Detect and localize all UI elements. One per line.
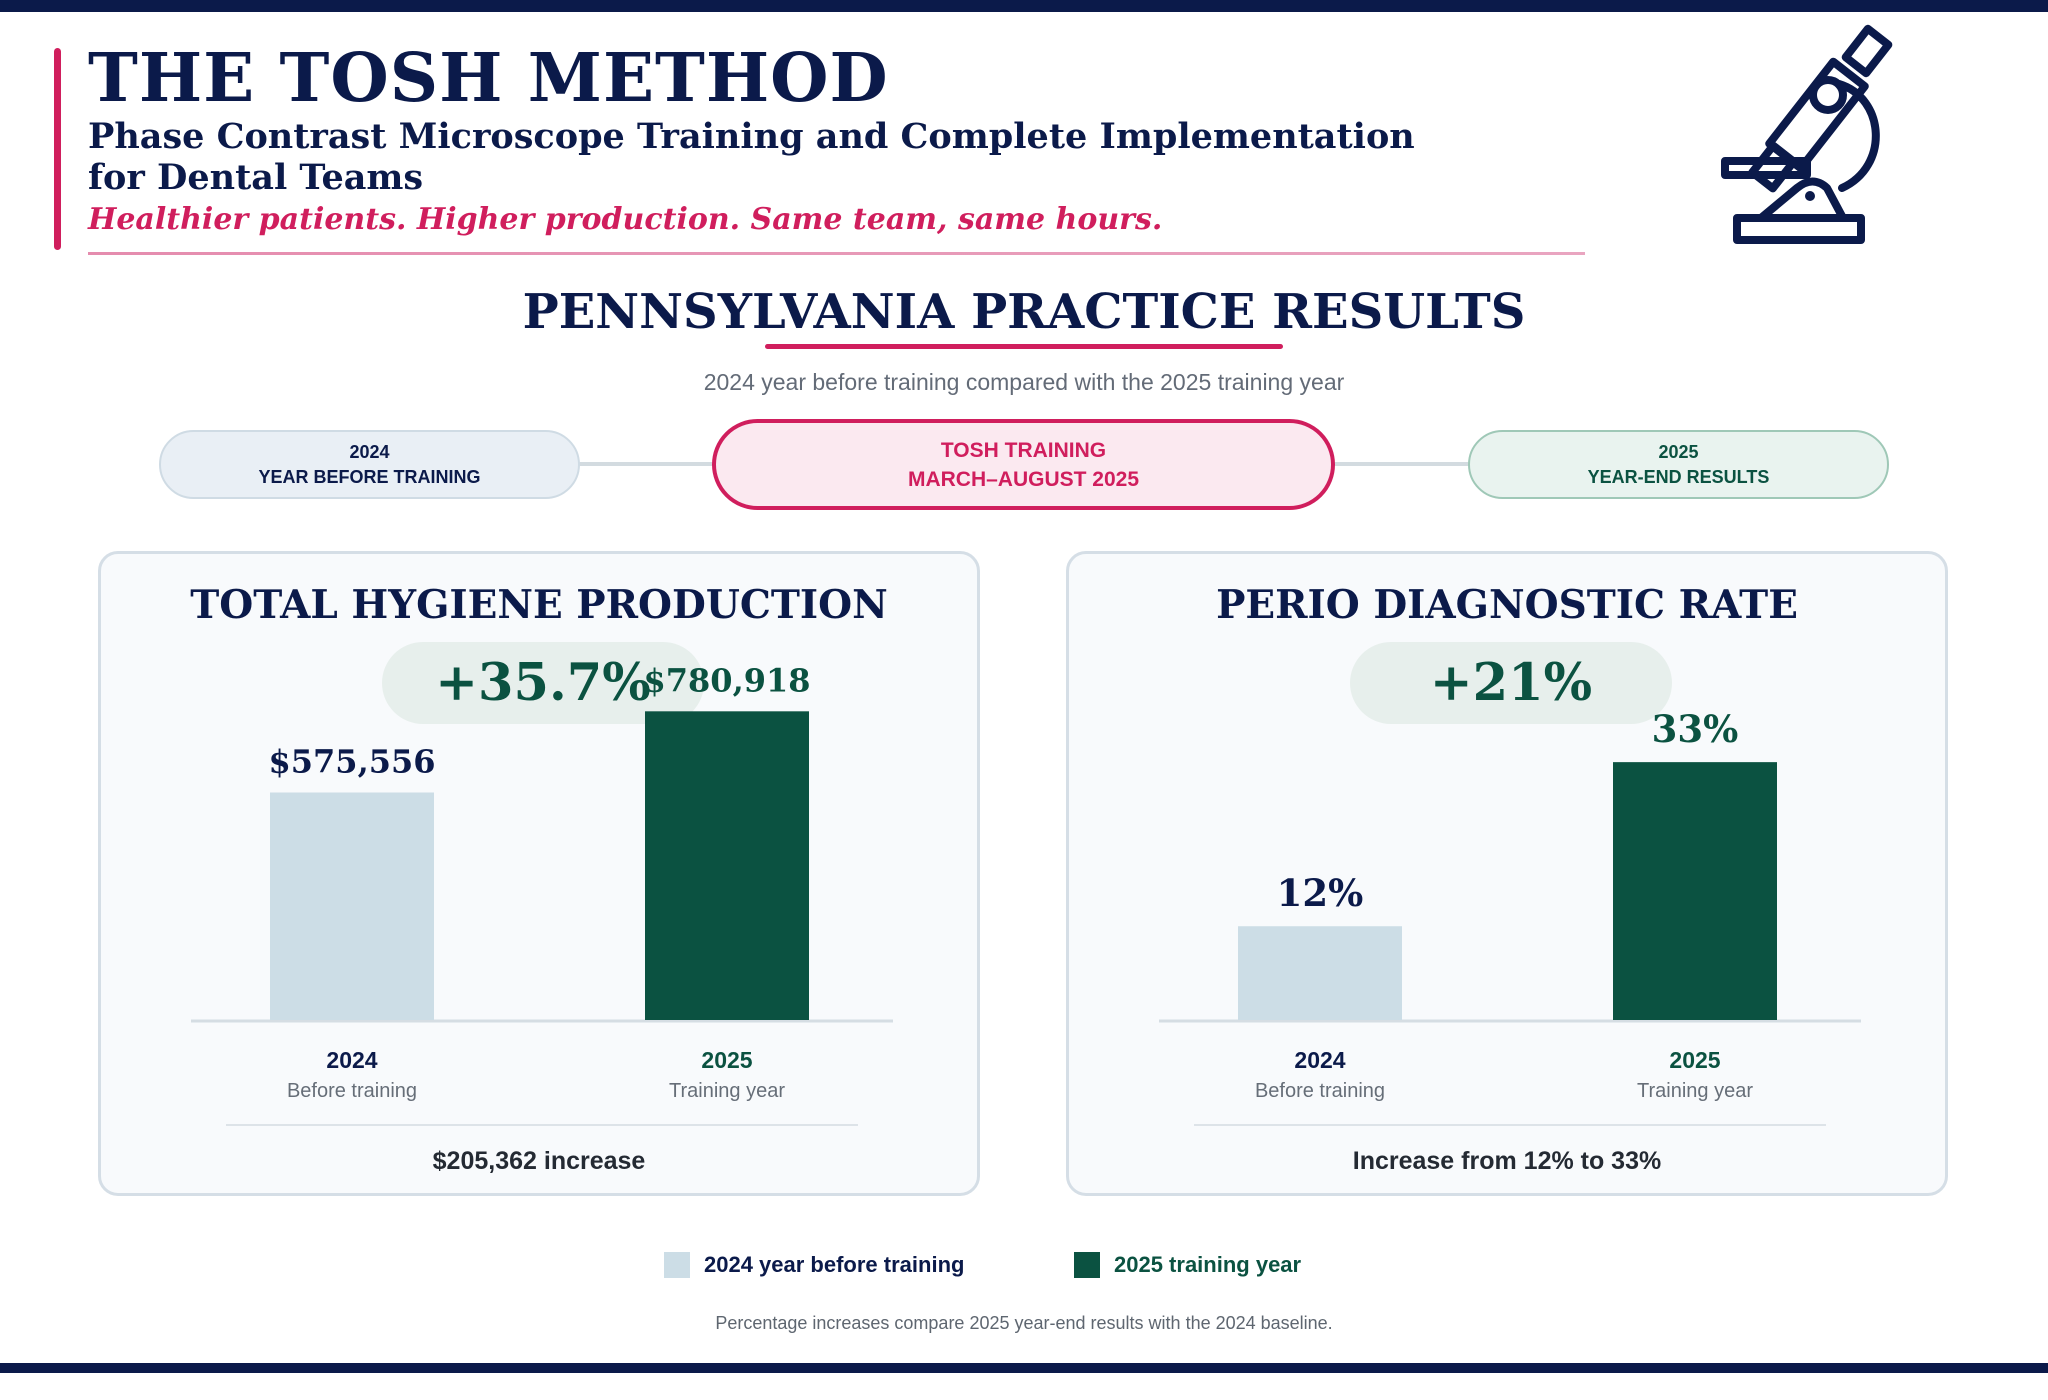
category-label-2025: 2025	[701, 1047, 752, 1073]
bar-2024	[270, 792, 434, 1020]
category-label-2024: 2024	[326, 1047, 377, 1073]
timeline-before-year: 2024	[349, 441, 390, 462]
header-accent-bar	[54, 48, 61, 250]
panel-footer: $205,362 increase	[432, 1147, 646, 1175]
timeline-training-line2: MARCH–AUGUST 2025	[907, 467, 1140, 491]
bottom-border	[0, 1363, 2048, 1373]
page-subtitle: Phase Contrast Microscope Training and C…	[88, 116, 1415, 198]
change-badge: +35.7%	[382, 642, 704, 724]
section-title-underline	[765, 344, 1283, 349]
legend-swatch-2024	[664, 1252, 690, 1278]
panel-title: PERIO DIAGNOSTIC RATE	[1216, 582, 1798, 628]
hygiene-production-chart: $575,556 2024 Before training $780,918 2025 T…	[191, 661, 893, 1102]
bar-2025	[1613, 762, 1777, 1020]
panel-title: TOTAL HYGIENE PRODUCTION	[190, 582, 888, 628]
timeline-year-end: 2025 YEAR-END RESULTS	[1468, 430, 1889, 499]
category-label-2025: 2025	[1669, 1047, 1720, 1073]
data-label-2024: 12%	[1277, 871, 1364, 915]
category-label-2024: 2024	[1294, 1047, 1345, 1073]
page-title: THE TOSH METHOD	[88, 38, 889, 117]
panel-footer: Increase from 12% to 33%	[1352, 1147, 1662, 1175]
timeline-after-label: YEAR-END RESULTS	[1587, 466, 1770, 487]
category-sublabel-2024: Before training	[287, 1080, 417, 1102]
perio-diagnostic-chart: 12% 2024 Before training 33% 2025 Training ye…	[1159, 707, 1861, 1102]
legend-label-2024: 2024 year before training	[704, 1252, 965, 1277]
header-divider	[88, 252, 1585, 255]
legend-label-2025: 2025 training year	[1114, 1252, 1302, 1277]
timeline-before-training: 2024 YEAR BEFORE TRAINING	[159, 430, 580, 499]
category-sublabel-2025: Training year	[669, 1080, 785, 1102]
tagline: Healthier patients. Higher production. S…	[88, 202, 1163, 237]
section-subtitle: 2024 year before training compared with …	[703, 369, 1345, 395]
data-label-2024: $575,556	[269, 742, 436, 780]
data-label-2025: $780,918	[644, 661, 811, 699]
timeline-after-year: 2025	[1658, 441, 1699, 462]
category-sublabel-2025: Training year	[1637, 1080, 1753, 1102]
legend-item-2025: 2025 training year	[1074, 1252, 1301, 1278]
timeline-connector	[578, 462, 714, 466]
timeline-training-line1: TOSH TRAINING	[940, 438, 1107, 462]
bar-2024	[1238, 926, 1402, 1020]
section-title: PENNSYLVANIA PRACTICE RESULTS	[522, 284, 1526, 340]
microscope-icon	[1721, 24, 1893, 244]
panel-divider	[226, 1124, 858, 1126]
change-badge: +21%	[1350, 642, 1672, 724]
hygiene-production-panel: TOTAL HYGIENE PRODUCTION +35.7% $575,556…	[98, 551, 980, 1196]
perio-diagnostic-panel: PERIO DIAGNOSTIC RATE +21% 12% 2024 Before…	[1066, 551, 1948, 1196]
footnote: Percentage increases compare 2025 year-e…	[715, 1313, 1333, 1333]
data-label-2025: 33%	[1652, 707, 1739, 751]
legend-item-2024: 2024 year before training	[664, 1252, 964, 1278]
timeline-before-label: YEAR BEFORE TRAINING	[258, 466, 481, 487]
timeline-connector	[1333, 462, 1470, 466]
bar-2025	[645, 711, 809, 1020]
panel-divider	[1194, 1124, 1826, 1126]
legend-swatch-2025	[1074, 1252, 1100, 1278]
timeline-training-period: TOSH TRAINING MARCH–AUGUST 2025	[712, 419, 1335, 510]
category-sublabel-2024: Before training	[1255, 1080, 1385, 1102]
top-border	[0, 0, 2048, 12]
